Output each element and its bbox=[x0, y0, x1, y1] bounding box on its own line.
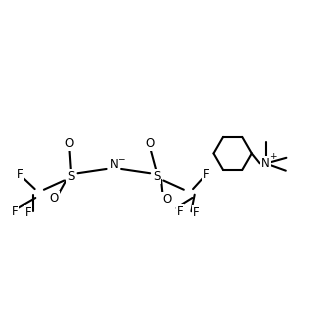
Text: N: N bbox=[110, 158, 118, 172]
Text: O: O bbox=[162, 193, 171, 206]
Text: N: N bbox=[261, 157, 270, 170]
Text: F: F bbox=[203, 168, 210, 182]
Text: +: + bbox=[269, 152, 277, 161]
Text: O: O bbox=[65, 137, 74, 150]
Text: F: F bbox=[16, 168, 23, 182]
Text: −: − bbox=[117, 154, 125, 163]
Text: F: F bbox=[25, 206, 31, 219]
Text: S: S bbox=[153, 170, 160, 183]
Text: F: F bbox=[177, 205, 183, 218]
Text: O: O bbox=[50, 191, 59, 205]
Text: F: F bbox=[12, 205, 18, 218]
Text: F: F bbox=[193, 206, 200, 219]
Text: S: S bbox=[67, 170, 75, 183]
Text: O: O bbox=[146, 137, 155, 150]
